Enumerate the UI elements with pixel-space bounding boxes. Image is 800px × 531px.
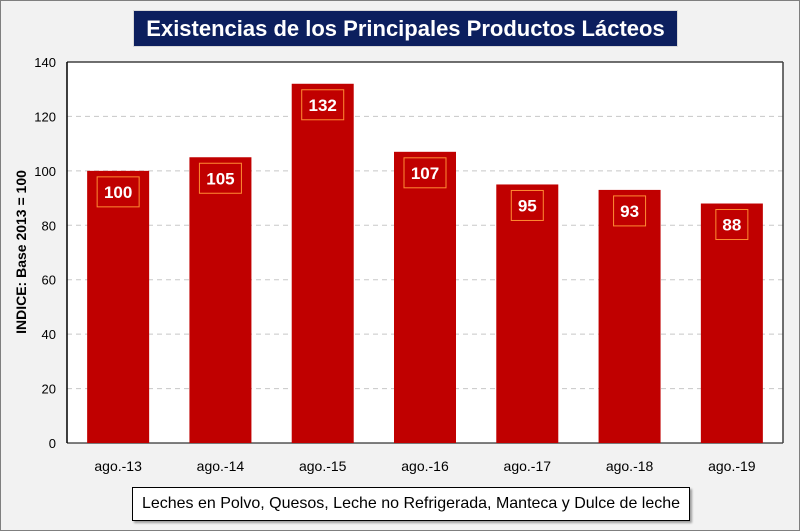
x-tick-label: ago.-14 bbox=[197, 458, 245, 474]
y-tick-label: 100 bbox=[34, 164, 56, 179]
data-label: 132 bbox=[309, 96, 337, 115]
x-tick-label: ago.-19 bbox=[708, 458, 756, 474]
data-label: 100 bbox=[104, 183, 132, 202]
y-tick-label: 60 bbox=[42, 273, 56, 288]
bar bbox=[394, 151, 456, 444]
x-labels: ago.-13 ago.-14 ago.-15 ago.-16 ago.-17 ago.-… bbox=[94, 458, 755, 474]
bar bbox=[700, 203, 763, 443]
data-label: 88 bbox=[722, 216, 741, 235]
data-label-box bbox=[613, 195, 647, 227]
y-ticks: 0 20 40 60 80 100 120 140 bbox=[34, 55, 56, 451]
data-label-box bbox=[510, 189, 544, 221]
x-tick-label: ago.-13 bbox=[94, 458, 142, 474]
x-tick-label: ago.-15 bbox=[299, 458, 347, 474]
bars: 100 105 132 107 95 93 88 bbox=[87, 83, 763, 444]
y-tick-label: 0 bbox=[49, 436, 56, 451]
data-label-box bbox=[715, 209, 749, 241]
legend-note: Leches en Polvo, Quesos, Leche no Refrig… bbox=[132, 487, 690, 521]
data-label: 107 bbox=[411, 164, 439, 183]
x-tick-label: ago.-18 bbox=[606, 458, 654, 474]
y-axis-label: INDICE: Base 2013 = 100 bbox=[13, 170, 29, 334]
x-tick-label: ago.-17 bbox=[504, 458, 552, 474]
chart-title: Existencias de los Principales Productos… bbox=[133, 10, 678, 47]
bar bbox=[496, 184, 559, 443]
data-label-box bbox=[301, 89, 345, 121]
y-tick-label: 140 bbox=[34, 55, 56, 70]
bar bbox=[598, 189, 661, 443]
x-tick-label: ago.-16 bbox=[401, 458, 449, 474]
bar bbox=[87, 170, 150, 443]
y-tick-label: 80 bbox=[42, 218, 56, 233]
y-tick-label: 20 bbox=[42, 382, 56, 397]
y-tick-label: 40 bbox=[42, 327, 56, 342]
data-label-box bbox=[403, 157, 447, 189]
bar bbox=[189, 157, 252, 443]
data-label: 105 bbox=[206, 169, 234, 188]
gridlines bbox=[67, 115, 783, 444]
y-tick-label: 120 bbox=[34, 109, 56, 124]
data-label-box bbox=[96, 176, 140, 208]
data-label: 95 bbox=[518, 196, 537, 215]
data-label: 93 bbox=[620, 202, 639, 221]
data-label-box bbox=[198, 162, 242, 194]
bar bbox=[291, 83, 354, 444]
